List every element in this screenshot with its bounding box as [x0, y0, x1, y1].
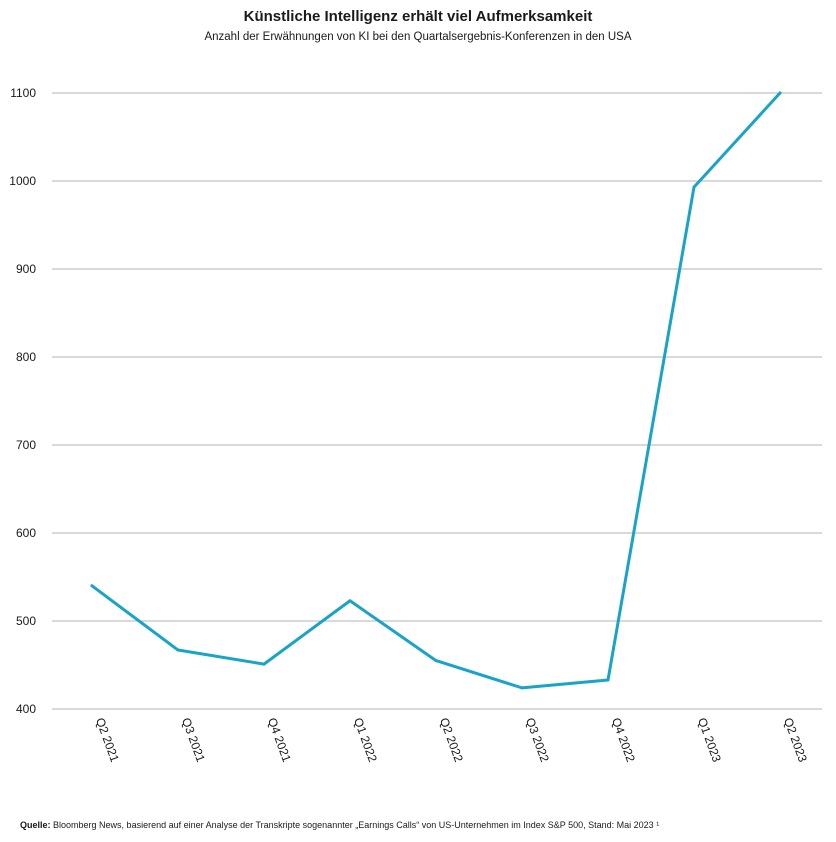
- data-point: [262, 662, 266, 666]
- x-tick-label: Q2 2023: [781, 716, 810, 764]
- chart-title: Künstliche Intelligenz erhält viel Aufme…: [243, 8, 593, 25]
- gridlines: [52, 92, 822, 710]
- x-tick-label: Q4 2021: [265, 716, 294, 764]
- data-point: [434, 659, 438, 663]
- source-note: Quelle: Bloomberg News, basierend auf ei…: [20, 820, 659, 830]
- data-point: [692, 185, 696, 189]
- x-tick-label: Q3 2021: [179, 716, 208, 764]
- x-tick-label: Q2 2021: [93, 716, 122, 764]
- y-tick-label: 900: [16, 262, 36, 276]
- y-tick-label: 500: [16, 614, 36, 628]
- data-point: [90, 584, 94, 588]
- x-axis-ticks: Q2 2021 Q3 2021 Q4 2021 Q1 2022 Q2 2022 Q3 20…: [93, 716, 810, 764]
- data-point: [348, 599, 352, 603]
- data-point: [606, 678, 610, 682]
- data-point: [176, 648, 180, 652]
- y-tick-label: 1000: [9, 174, 36, 188]
- series-layer: [90, 91, 782, 690]
- y-tick-label: 400: [16, 702, 36, 716]
- y-tick-label: 1100: [10, 86, 36, 100]
- source-label: Quelle:: [20, 820, 51, 830]
- x-tick-label: Q1 2022: [351, 716, 380, 764]
- x-tick-label: Q1 2023: [695, 716, 724, 764]
- x-tick-label: Q4 2022: [609, 716, 638, 764]
- y-tick-label: 800: [16, 350, 36, 364]
- y-axis-ticks: 400 500 600 700 800 900 1000 1100: [9, 86, 36, 716]
- x-tick-label: Q2 2022: [437, 716, 466, 764]
- source-text: Bloomberg News, basierend auf einer Anal…: [53, 820, 660, 830]
- y-tick-label: 600: [16, 526, 36, 540]
- data-point: [778, 91, 782, 95]
- series-line: [90, 91, 782, 690]
- chart-subtitle: Anzahl der Erwähnungen von KI bei den Qu…: [204, 31, 632, 43]
- x-tick-label: Q3 2022: [523, 716, 552, 764]
- y-tick-label: 700: [16, 438, 36, 452]
- data-point: [520, 686, 524, 690]
